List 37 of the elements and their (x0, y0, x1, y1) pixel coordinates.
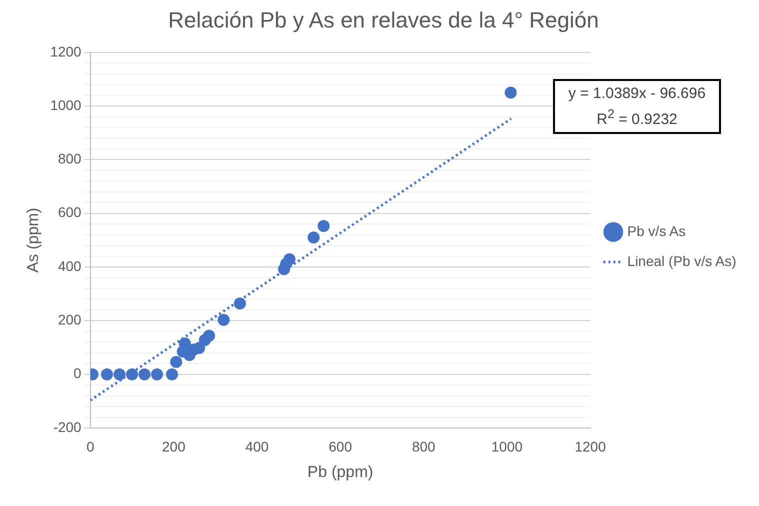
y-tick-label: 0 (74, 365, 82, 382)
point (318, 220, 330, 232)
point (170, 356, 182, 368)
point (218, 314, 230, 326)
y-tick-label: -200 (53, 418, 82, 435)
point (126, 368, 138, 380)
x-tick-label: 1200 (574, 438, 606, 454)
point (308, 232, 320, 244)
point (138, 368, 151, 380)
x-tick-label: 800 (412, 438, 436, 454)
y-tick-label: 1200 (50, 43, 82, 60)
point (101, 368, 114, 380)
x-tick-label: 200 (162, 438, 186, 454)
chart-title: Relación Pb y As en relaves de la 4° Región (168, 7, 599, 32)
x-tick-label: 400 (245, 438, 269, 454)
point (178, 337, 191, 350)
point (504, 86, 517, 99)
x-tick-label: 1000 (491, 438, 523, 454)
y-tick-label: 600 (58, 204, 82, 220)
point (234, 298, 246, 310)
x-axis-title: Pb (ppm) (307, 464, 374, 481)
point (151, 368, 164, 380)
x-tick-label: 0 (86, 438, 94, 454)
legend-label: Pb v/s As (627, 222, 686, 239)
annotation: y = 1.0389x - 96.696 R$^{2}$ = 0.9232 (553, 79, 721, 134)
point (166, 368, 178, 380)
x-tick-label: 600 (328, 438, 352, 454)
point (193, 342, 206, 354)
y-axis-title: As (ppm) (25, 208, 42, 273)
y-tick-label: 400 (58, 258, 82, 274)
y-tick-label: 1000 (50, 96, 82, 113)
point (114, 368, 126, 380)
y-tick-label: 800 (58, 150, 82, 167)
point (283, 253, 296, 266)
point (203, 330, 216, 342)
y-tick-label: 200 (58, 312, 82, 328)
legend-label: Lineal (Pb v/s As) (627, 252, 736, 269)
